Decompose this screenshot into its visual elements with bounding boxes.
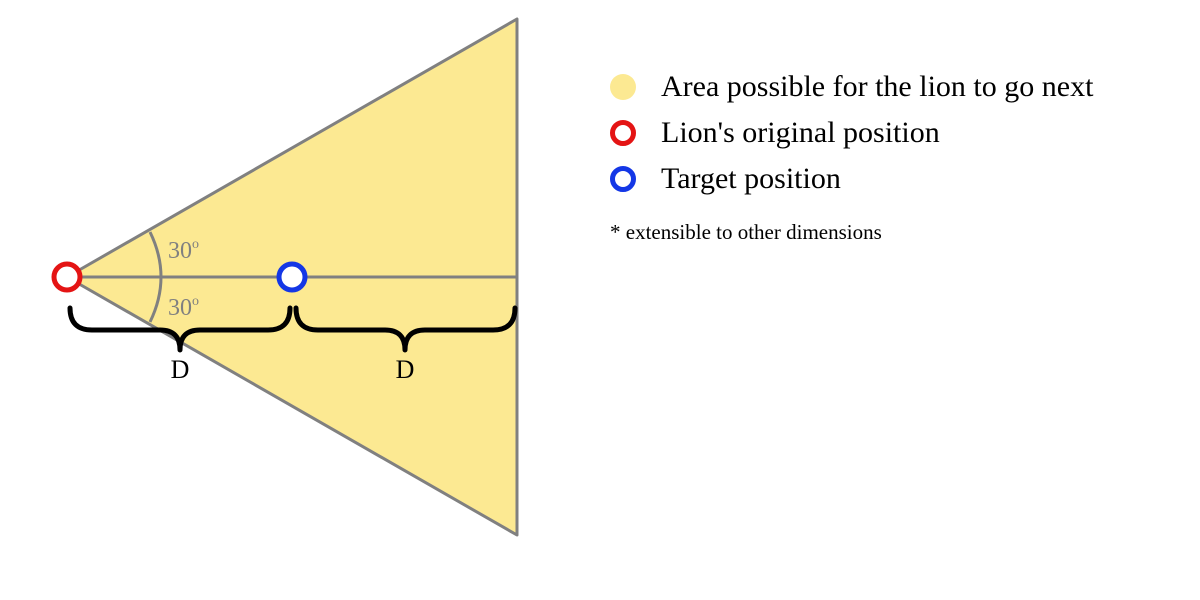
left-distance-label: D — [171, 355, 190, 384]
upper-angle-unit: o — [192, 237, 199, 252]
legend-item-original-position: Lion's original position — [610, 110, 1190, 156]
target-position-marker — [276, 261, 308, 293]
legend-item-target-position: Target position — [610, 156, 1190, 202]
upper-angle-label: 30o — [168, 237, 199, 264]
legend-note: * extensible to other dimensions — [610, 220, 882, 244]
legend-label-original-position: Lion's original position — [661, 116, 940, 149]
red-ring-icon — [610, 120, 636, 146]
right-distance-label: D — [396, 355, 415, 384]
right-distance-brace — [293, 305, 518, 353]
lion-original-position-marker — [51, 261, 83, 293]
legend-item-possible-area: Area possible for the lion to go next — [610, 64, 1190, 110]
upper-angle-value: 30 — [168, 238, 192, 264]
legend-label-target-position: Target position — [661, 162, 841, 195]
filled-circle-icon — [610, 74, 636, 100]
angle-arc — [148, 231, 163, 323]
legend: Area possible for the lion to go next Li… — [610, 64, 1190, 245]
left-distance-brace — [67, 305, 293, 353]
lower-angle-label: 30o — [168, 294, 199, 321]
lower-angle-unit: o — [192, 294, 199, 309]
lower-angle-value: 30 — [168, 295, 192, 321]
legend-label-possible-area: Area possible for the lion to go next — [661, 70, 1094, 103]
blue-ring-icon — [610, 166, 636, 192]
